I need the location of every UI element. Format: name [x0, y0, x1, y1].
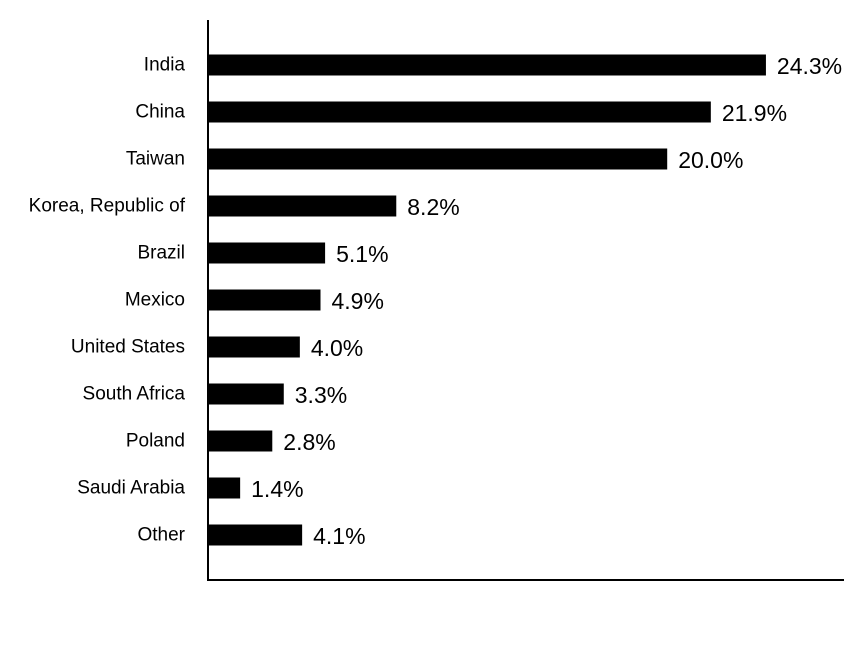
category-label-south-africa: South Africa — [83, 384, 186, 405]
category-labels: India China Taiwan Korea, Republic of Brazil… — [29, 55, 186, 546]
value-label-korea-republic-of: 8.2% — [407, 194, 459, 220]
value-label-brazil: 5.1% — [336, 241, 388, 267]
category-label-saudi-arabia: Saudi Arabia — [77, 478, 185, 499]
bar-india — [208, 54, 766, 76]
value-label-united-states: 4.0% — [311, 335, 363, 361]
category-label-poland: Poland — [126, 431, 185, 452]
bar-korea-republic-of — [208, 195, 397, 217]
value-label-other: 4.1% — [313, 523, 365, 549]
value-label-saudi-arabia: 1.4% — [251, 476, 303, 502]
bars-group — [208, 54, 766, 546]
category-label-mexico: Mexico — [125, 290, 185, 311]
bar-taiwan — [208, 148, 668, 170]
bar-other — [208, 524, 303, 546]
bar-poland — [208, 430, 273, 452]
category-label-taiwan: Taiwan — [126, 149, 185, 170]
bar-saudi-arabia — [208, 477, 241, 499]
value-label-south-africa: 3.3% — [295, 382, 347, 408]
category-label-korea-republic-of: Korea, Republic of — [29, 196, 186, 217]
value-label-india: 24.3% — [777, 53, 842, 79]
value-label-poland: 2.8% — [283, 429, 335, 455]
bar-brazil — [208, 242, 326, 264]
category-label-china: China — [135, 102, 185, 123]
bar-south-africa — [208, 383, 284, 405]
value-label-mexico: 4.9% — [332, 288, 384, 314]
bar-mexico — [208, 289, 321, 311]
value-label-china: 21.9% — [722, 100, 787, 126]
bar-united-states — [208, 336, 300, 358]
category-label-india: India — [144, 55, 186, 76]
value-labels: 24.3% 21.9% 20.0% 8.2% 5.1% 4.9% 4.0% 3.3% 2.8% 1… — [251, 53, 842, 549]
category-label-brazil: Brazil — [137, 243, 185, 264]
bar-china — [208, 101, 711, 123]
category-label-other: Other — [137, 525, 185, 546]
category-label-united-states: United States — [71, 337, 185, 358]
value-label-taiwan: 20.0% — [678, 147, 743, 173]
